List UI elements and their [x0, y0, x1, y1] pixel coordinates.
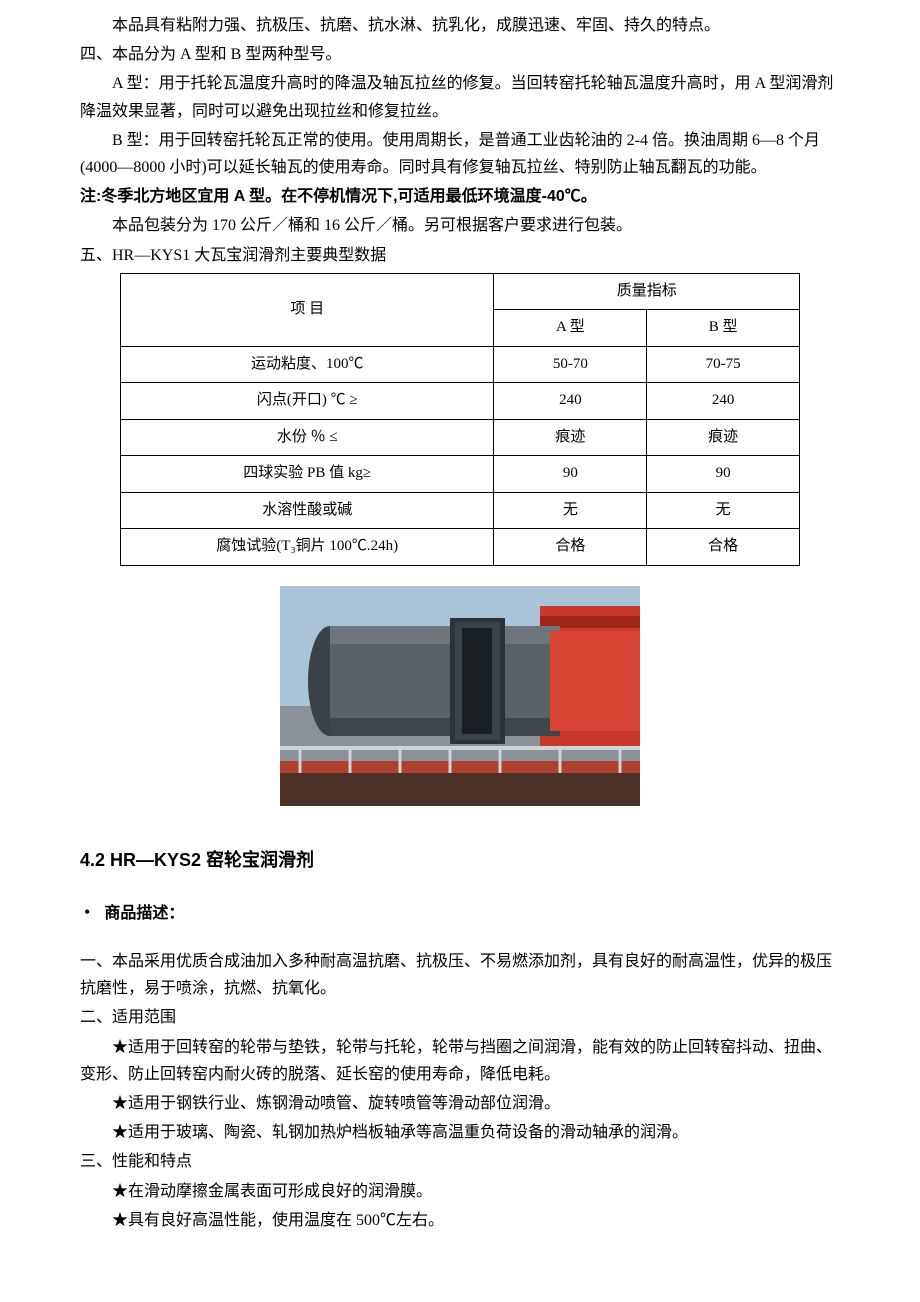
s2-p2: 二、适用范围: [80, 1004, 840, 1031]
intro-features: 本品具有粘附力强、抗极压、抗磨、抗水淋、抗乳化，成膜迅速、牢固、持久的特点。: [80, 12, 840, 39]
packaging-note: 本品包装分为 170 公斤／桶和 16 公斤／桶。另可根据客户要求进行包装。: [80, 212, 840, 239]
cell-b: 240: [647, 383, 800, 420]
cell-b: 合格: [647, 529, 800, 566]
section-4-2-heading: 4.2 HR—KYS2 窑轮宝润滑剂: [80, 845, 840, 876]
table-row: 运动粘度、100℃ 50-70 70-75: [121, 346, 800, 383]
s2-p7: ★在滑动摩擦金属表面可形成良好的润滑膜。: [80, 1178, 840, 1205]
winter-note: 注:冬季北方地区宜用 A 型。在不停机情况下,可适用最低环境温度-40℃。: [80, 183, 840, 210]
cell-item: 水份 ％ ≤: [121, 419, 494, 456]
cell-b: 70-75: [647, 346, 800, 383]
table-row: 水份 ％ ≤ 痕迹 痕迹: [121, 419, 800, 456]
table-row: 腐蚀试验(T₃铜片 100℃.24h) 合格 合格: [121, 529, 800, 566]
table-row: 闪点(开口) ℃ ≥ 240 240: [121, 383, 800, 420]
s2-p1: 一、本品采用优质合成油加入多种耐高温抗磨、抗极压、不易燃添加剂，具有良好的耐高温…: [80, 948, 840, 1002]
table-row: 四球实验 PB 值 kg≥ 90 90: [121, 456, 800, 493]
s2-p4: ★适用于钢铁行业、炼钢滑动喷管、旋转喷管等滑动部位润滑。: [80, 1090, 840, 1117]
s2-p5: ★适用于玻璃、陶瓷、轧钢加热炉档板轴承等高温重负荷设备的滑动轴承的润滑。: [80, 1119, 840, 1146]
s2-p3: ★适用于回转窑的轮带与垫铁，轮带与托轮，轮带与挡圈之间润滑，能有效的防止回转窑抖…: [80, 1034, 840, 1088]
cell-b: 90: [647, 456, 800, 493]
table-row: 水溶性酸或碱 无 无: [121, 492, 800, 529]
cell-a: 50-70: [494, 346, 647, 383]
th-type-a: A 型: [494, 310, 647, 347]
th-item: 项 目: [121, 273, 494, 346]
cell-b: 无: [647, 492, 800, 529]
kiln-illustration-icon: [280, 586, 640, 806]
product-desc-bullet: 商品描述：: [80, 897, 840, 928]
cell-a: 痕迹: [494, 419, 647, 456]
cell-a: 90: [494, 456, 647, 493]
cell-item: 闪点(开口) ℃ ≥: [121, 383, 494, 420]
cell-a: 无: [494, 492, 647, 529]
section-5-heading: 五、HR—KYS1 大瓦宝润滑剂主要典型数据: [80, 242, 840, 269]
type-b-desc: B 型：用于回转窑托轮瓦正常的使用。使用周期长，是普通工业齿轮油的 2-4 倍。…: [80, 127, 840, 181]
cell-item: 腐蚀试验(T₃铜片 100℃.24h): [121, 529, 494, 566]
kiln-photo: [80, 586, 840, 815]
cell-item: 运动粘度、100℃: [121, 346, 494, 383]
type-a-desc: A 型：用于托轮瓦温度升高时的降温及轴瓦拉丝的修复。当回转窑托轮轴瓦温度升高时，…: [80, 70, 840, 124]
table-header-row-1: 项 目 质量指标: [121, 273, 800, 310]
th-quality: 质量指标: [494, 273, 800, 310]
s2-p8: ★具有良好高温性能，使用温度在 500℃左右。: [80, 1207, 840, 1234]
product-desc-label: 商品描述：: [104, 905, 184, 922]
cell-item: 水溶性酸或碱: [121, 492, 494, 529]
section-4-heading: 四、本品分为 A 型和 B 型两种型号。: [80, 41, 840, 68]
bullet-icon: [80, 905, 100, 922]
cell-a: 240: [494, 383, 647, 420]
cell-item: 四球实验 PB 值 kg≥: [121, 456, 494, 493]
s2-p6: 三、性能和特点: [80, 1148, 840, 1175]
cell-a: 合格: [494, 529, 647, 566]
cell-b: 痕迹: [647, 419, 800, 456]
th-type-b: B 型: [647, 310, 800, 347]
spec-table: 项 目 质量指标 A 型 B 型 运动粘度、100℃ 50-70 70-75 闪…: [120, 273, 800, 566]
